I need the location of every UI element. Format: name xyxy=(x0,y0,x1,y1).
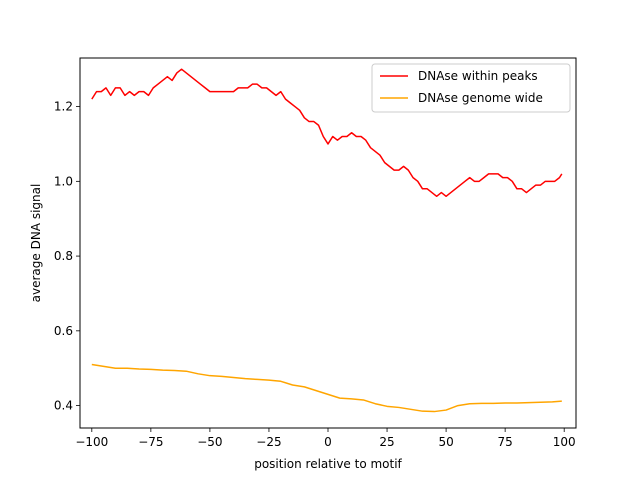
legend-label-genome-wide: DNAse genome wide xyxy=(418,91,543,105)
x-axis-label: position relative to motif xyxy=(254,457,402,471)
legend-label-within-peaks: DNAse within peaks xyxy=(418,69,538,83)
y-axis-ticks: 0.4 0.6 0.8 1.0 1.2 xyxy=(54,100,80,413)
series-line-genome-wide xyxy=(91,363,562,413)
x-tick-label: 50 xyxy=(438,435,453,449)
series-line-within-peaks xyxy=(91,68,563,198)
plot-lines xyxy=(91,68,563,413)
x-tick-label: −25 xyxy=(256,435,281,449)
x-tick-label: 100 xyxy=(553,435,576,449)
y-tick-label: 0.4 xyxy=(54,399,73,413)
y-tick-label: 1.2 xyxy=(54,100,73,114)
x-tick-label: −100 xyxy=(75,435,108,449)
legend-box xyxy=(371,63,571,113)
legend: DNAse within peaks DNAse genome wide xyxy=(371,63,571,113)
x-tick-label: 25 xyxy=(379,435,394,449)
x-tick-label: −50 xyxy=(197,435,222,449)
y-axis-label: average DNA signal xyxy=(29,184,43,303)
x-tick-label: 75 xyxy=(498,435,513,449)
y-tick-label: 0.6 xyxy=(54,324,73,338)
x-tick-label: −75 xyxy=(138,435,163,449)
y-tick-label: 1.0 xyxy=(54,174,73,188)
x-tick-label: 0 xyxy=(324,435,332,449)
x-axis-ticks: −100 −75 −50 −25 0 25 50 75 100 xyxy=(75,428,576,449)
y-tick-label: 0.8 xyxy=(54,249,73,263)
